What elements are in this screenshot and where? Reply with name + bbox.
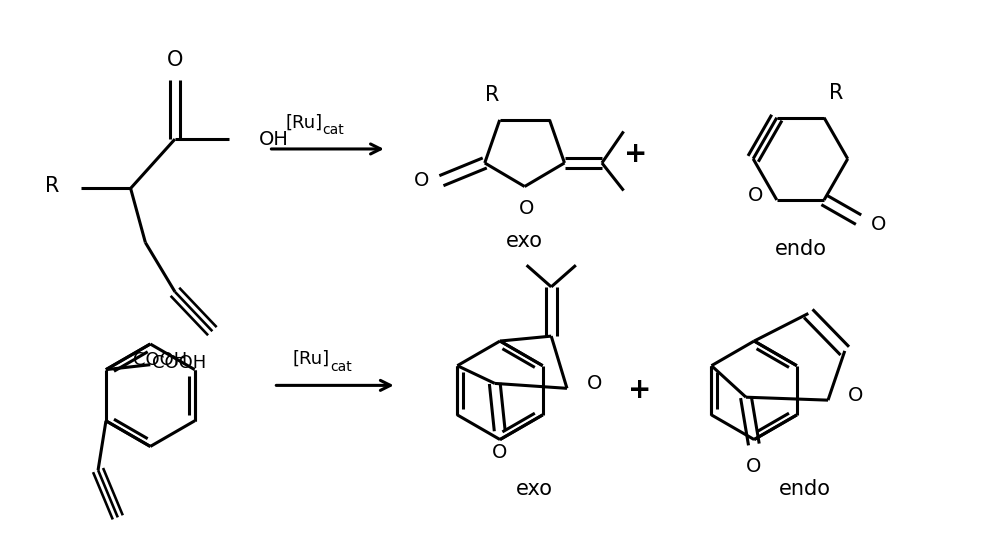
Text: R: R <box>45 177 60 197</box>
Text: R: R <box>829 83 843 103</box>
Text: O: O <box>414 171 429 190</box>
Text: +: + <box>628 377 652 404</box>
Text: O: O <box>492 443 507 462</box>
Text: COOH: COOH <box>152 354 206 372</box>
Text: exo: exo <box>506 231 543 251</box>
Text: O: O <box>848 386 863 405</box>
Text: exo: exo <box>516 479 553 499</box>
Text: OH: OH <box>259 130 289 149</box>
Text: cat: cat <box>330 360 352 374</box>
Text: O: O <box>747 185 763 204</box>
Text: O: O <box>871 215 886 234</box>
Text: endo: endo <box>779 479 831 499</box>
Text: +: + <box>624 140 648 168</box>
Text: O: O <box>746 457 762 476</box>
Text: R: R <box>485 85 499 105</box>
Text: endo: endo <box>774 239 826 259</box>
Text: [Ru]: [Ru] <box>286 113 323 131</box>
Text: cat: cat <box>323 123 344 137</box>
Text: O: O <box>519 199 534 218</box>
Text: O: O <box>167 50 183 70</box>
Text: COOH: COOH <box>133 351 188 369</box>
Text: O: O <box>587 374 602 393</box>
Text: [Ru]: [Ru] <box>293 350 330 368</box>
